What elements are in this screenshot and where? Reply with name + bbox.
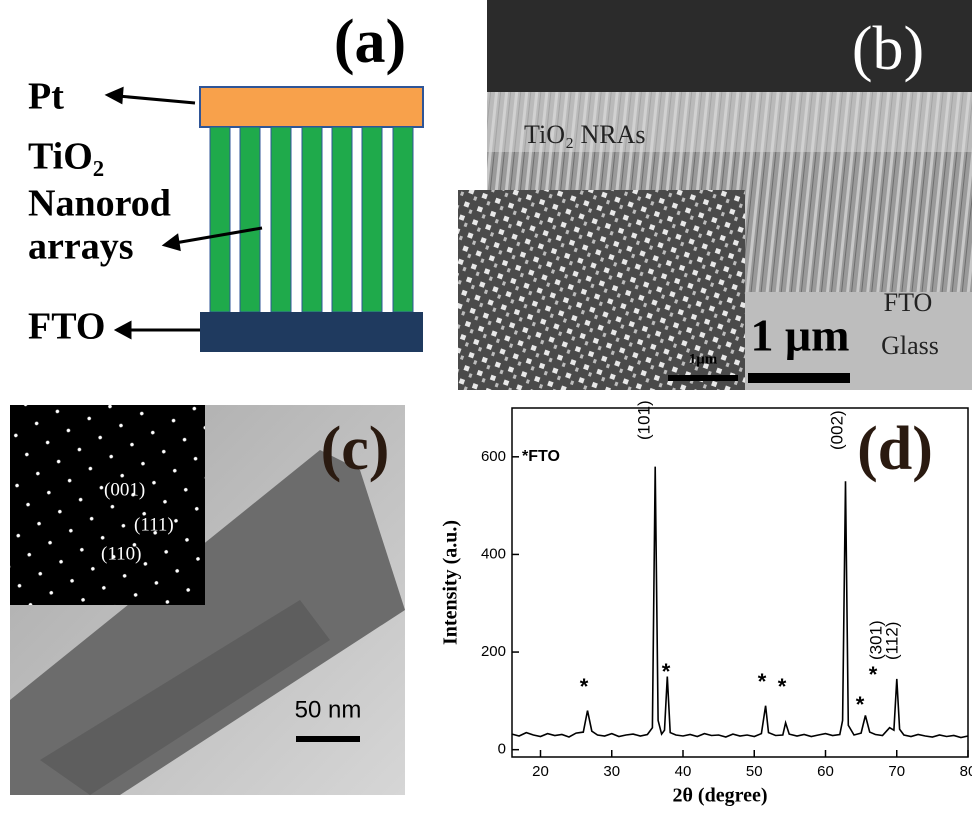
fto-layer: [200, 312, 423, 352]
peak-marker: *: [580, 674, 589, 699]
peak-label: (112): [882, 622, 901, 660]
x-axis-label: 2θ (degree): [672, 785, 767, 807]
label: FTO: [28, 306, 105, 348]
label: Pt: [28, 76, 64, 118]
legend: *FTO: [522, 448, 560, 465]
peak-marker: *: [869, 662, 878, 687]
scale-label: 1 μm: [751, 310, 850, 361]
pt-layer: [200, 87, 423, 127]
y-tick-label: 400: [481, 545, 506, 562]
label: TiO₂ NRAs: [524, 120, 646, 149]
peak-label: (101): [634, 400, 653, 440]
figure: (a) Pt TiO₂ Nanorod arrays FTO (b) TiO₂ …: [0, 0, 972, 809]
scale-bar: [668, 375, 738, 381]
x-tick-label: 70: [888, 763, 905, 780]
diffraction-inset: [10, 405, 205, 605]
x-tick-label: 60: [817, 763, 834, 780]
label: FTO: [884, 288, 933, 317]
label: (111): [134, 514, 174, 535]
y-axis-label: Intensity (a.u.): [440, 520, 462, 645]
label: Glass: [881, 331, 939, 360]
panel-label: (d): [857, 415, 933, 483]
panel-b: (b) TiO₂ NRAs FTO Glass 1 μm 1μm: [458, 0, 972, 390]
peak-marker: *: [758, 669, 767, 694]
peak-marker: *: [778, 674, 787, 699]
peak-marker: *: [856, 692, 865, 717]
panel-a: (a) Pt TiO₂ Nanorod arrays FTO: [28, 8, 423, 352]
x-tick-label: 80: [960, 763, 972, 780]
scale-label: 50 nm: [295, 696, 362, 723]
panel-label: (c): [321, 415, 390, 483]
y-tick-label: 200: [481, 643, 506, 660]
x-tick-label: 50: [746, 763, 763, 780]
x-tick-label: 30: [603, 763, 620, 780]
y-tick-label: 0: [498, 741, 506, 758]
label: Nanorod: [28, 183, 171, 225]
peak-label: (002): [827, 410, 846, 450]
scale-bar: [748, 373, 850, 383]
peak-marker: *: [662, 659, 671, 684]
panel-label: (a): [334, 8, 406, 76]
label: arrays: [28, 226, 134, 268]
panel-c: (c) (001) (111) (110) 50 nm: [10, 405, 405, 795]
scale-bar: [296, 736, 360, 742]
panel-label: (b): [852, 15, 924, 83]
scale-label: 1μm: [689, 351, 718, 367]
label: (001): [104, 479, 145, 500]
label: (110): [101, 543, 141, 564]
x-tick-label: 40: [675, 763, 692, 780]
x-tick-label: 20: [532, 763, 549, 780]
panel-d: 20 30 40 50 60 70 80 0 200 400 600 2θ (degree) Inten…: [440, 400, 972, 806]
label: TiO₂: [28, 136, 104, 178]
y-tick-label: 600: [481, 448, 506, 465]
nanorods: [210, 127, 413, 312]
